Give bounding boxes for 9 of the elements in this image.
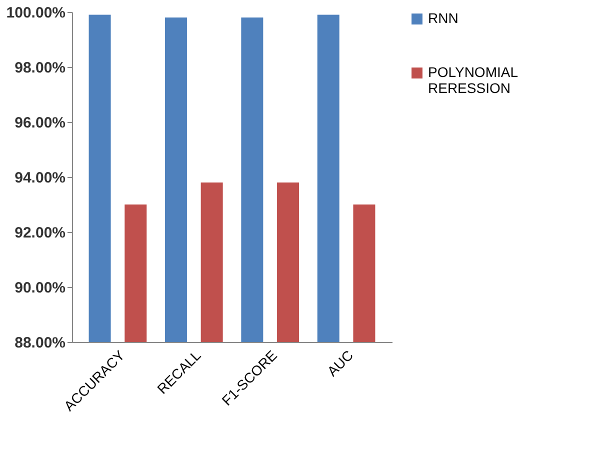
y-tick-label: 96.00%	[14, 114, 66, 132]
y-tick-label: 98.00%	[14, 60, 66, 76]
y-tick-label: 94.00%	[14, 170, 66, 186]
y-tick-label: 92.00%	[14, 224, 66, 242]
y-tick-label: 90.00%	[14, 280, 66, 296]
legend-label: RNN	[428, 10, 458, 26]
legend-label: POLYNOMIAL RERESSION	[428, 64, 518, 96]
y-tick-label: 88.00%	[14, 334, 66, 352]
y-tick-label: 100.00%	[6, 4, 66, 22]
